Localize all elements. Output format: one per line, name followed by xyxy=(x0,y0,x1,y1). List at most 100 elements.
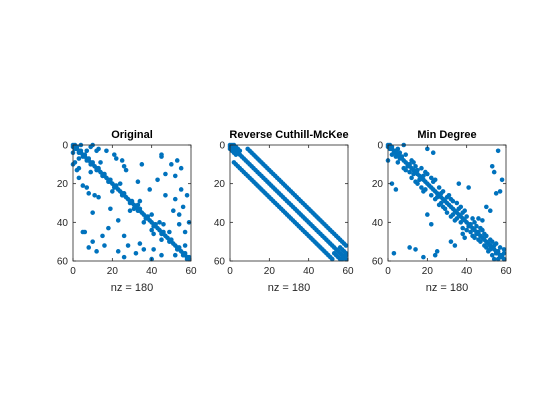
nonzero-point xyxy=(174,247,180,252)
subplot-title: Original xyxy=(111,129,153,141)
y-tick-label: 0 xyxy=(377,141,383,152)
nonzero-point xyxy=(501,256,507,262)
nonzero-point xyxy=(487,237,493,243)
nonzero-point xyxy=(413,247,418,252)
nonzero-point xyxy=(438,200,444,206)
axes-frame xyxy=(387,144,507,262)
nonzero-point xyxy=(343,252,349,258)
nonzero-point xyxy=(421,254,426,260)
nonzero-point xyxy=(495,148,501,154)
nonzero-point xyxy=(167,229,172,235)
nonzero-point xyxy=(157,220,162,225)
nonzero-point xyxy=(127,200,133,206)
nonzero-point xyxy=(143,216,149,221)
nonzero-point xyxy=(94,167,99,173)
nonzero-point xyxy=(444,194,450,200)
nonzero-point xyxy=(90,210,95,215)
nonzero-point xyxy=(476,216,481,221)
nonzero-point xyxy=(178,165,184,171)
nonzero-point xyxy=(237,148,243,154)
nonzero-point xyxy=(106,225,111,231)
x-axis-label: nz = 180 xyxy=(268,282,311,294)
nonzero-point xyxy=(96,194,101,200)
nonzero-point xyxy=(84,148,90,154)
nonzero-point xyxy=(121,233,127,239)
nonzero-point xyxy=(393,154,399,159)
nonzero-point xyxy=(482,231,487,237)
nonzero-point xyxy=(413,163,418,169)
nonzero-point xyxy=(419,165,424,171)
nonzero-point xyxy=(472,235,477,241)
nonzero-point xyxy=(76,165,82,171)
nonzero-point xyxy=(102,243,107,248)
nonzero-point xyxy=(470,216,475,221)
nonzero-point xyxy=(151,231,156,237)
nonzero-point xyxy=(450,198,456,204)
nonzero-point xyxy=(339,256,345,262)
nonzero-point xyxy=(169,162,174,167)
nonzero-point xyxy=(125,243,131,248)
nonzero-point xyxy=(499,177,505,183)
nonzero-point xyxy=(456,181,462,186)
nonzero-point xyxy=(403,152,409,157)
nonzero-point xyxy=(460,210,466,215)
nonzero-point xyxy=(88,169,93,175)
nonzero-point xyxy=(151,223,156,229)
nonzero-point xyxy=(100,173,105,179)
nonzero-point xyxy=(389,181,395,186)
nonzero-point xyxy=(159,237,164,243)
nonzero-point xyxy=(411,171,416,177)
nonzero-point xyxy=(472,220,477,225)
nonzero-point xyxy=(135,202,141,208)
nonzero-point xyxy=(121,163,127,169)
nonzero-point xyxy=(123,167,129,173)
nonzero-point xyxy=(403,167,409,173)
nonzero-point xyxy=(425,146,430,152)
nonzero-point xyxy=(161,221,166,227)
nonzero-point xyxy=(72,146,78,152)
nonzero-point xyxy=(436,185,442,190)
nonzero-point xyxy=(115,218,121,223)
nonzero-point xyxy=(133,250,139,256)
nonzero-point xyxy=(117,181,123,186)
nonzero-point xyxy=(397,150,403,156)
nonzero-point xyxy=(411,160,416,165)
axes-frame xyxy=(72,144,192,262)
nonzero-point xyxy=(159,152,164,157)
y-tick-label: 0 xyxy=(62,141,68,152)
nonzero-point xyxy=(76,150,82,156)
x-tick-label: 40 xyxy=(303,266,315,277)
nonzero-point xyxy=(135,179,141,185)
nonzero-point xyxy=(444,210,450,215)
nonzero-point xyxy=(484,204,489,210)
nonzero-point xyxy=(163,192,168,198)
axes-frame xyxy=(229,144,349,262)
nonzero-point xyxy=(98,160,103,165)
nonzero-point xyxy=(172,196,178,202)
nonzero-point xyxy=(84,185,90,190)
nonzero-point xyxy=(458,220,464,225)
nonzero-point xyxy=(454,200,460,206)
nonzero-point xyxy=(421,173,426,179)
nonzero-point xyxy=(88,144,93,150)
nonzero-point xyxy=(389,152,395,157)
nonzero-point xyxy=(489,252,495,258)
x-tick-label: 0 xyxy=(385,266,391,277)
nonzero-point xyxy=(171,208,176,214)
nonzero-point xyxy=(104,148,109,154)
nonzero-point xyxy=(462,235,468,241)
x-tick-label: 20 xyxy=(107,266,119,277)
nonzero-point xyxy=(480,227,485,233)
nonzero-point xyxy=(88,162,93,167)
nonzero-point xyxy=(501,247,507,252)
nonzero-point xyxy=(176,221,182,227)
nonzero-point xyxy=(112,152,117,157)
nonzero-point xyxy=(476,237,481,243)
nonzero-point xyxy=(141,247,147,252)
x-tick-label: 20 xyxy=(264,266,276,277)
nonzero-point xyxy=(147,187,152,192)
